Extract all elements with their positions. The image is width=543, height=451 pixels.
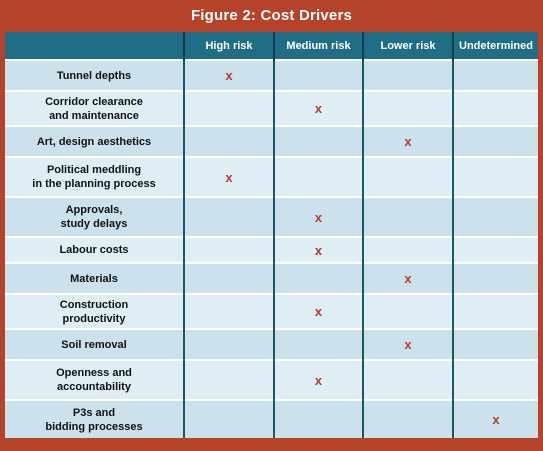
figure-title: Figure 2: Cost Drivers [190, 7, 353, 24]
risk-cell: x [183, 59, 274, 91]
row-label-cell: P3s and bidding processes [5, 399, 184, 438]
risk-cell [183, 359, 274, 400]
risk-mark: x [314, 304, 323, 319]
risk-mark: x [225, 169, 233, 185]
row-label-cell: Political meddling in the planning proce… [5, 156, 184, 197]
risk-cell [183, 125, 274, 157]
cost-driver-label: Corridor clearance and maintenance [45, 95, 143, 122]
risk-cell [362, 399, 453, 438]
table-row: Art, design aesthetics x [5, 125, 538, 157]
risk-cell [452, 156, 538, 197]
risk-cell [183, 399, 274, 438]
risk-cell [183, 262, 274, 294]
risk-mark: x [314, 101, 323, 116]
risk-cell [452, 293, 538, 329]
risk-cell [452, 236, 538, 263]
risk-mark: x [492, 412, 500, 427]
row-label-cell: Openness and accountability [5, 359, 184, 400]
cost-driver-label: Approvals, study delays [60, 204, 128, 230]
cost-driver-label: Tunnel depths [56, 69, 132, 82]
table-body: Tunnel depths x Corridor clearance and mai… [5, 59, 538, 438]
risk-cell [452, 196, 538, 237]
risk-cell: x [362, 328, 453, 360]
risk-cell [183, 196, 274, 237]
risk-cell: x [362, 262, 453, 294]
risk-cell [273, 262, 363, 294]
risk-cell: x [273, 196, 363, 237]
risk-cell [362, 59, 453, 91]
column-header-undetermined: Undetermined [452, 32, 538, 60]
table-row: Political meddling in the planning proce… [5, 156, 538, 197]
risk-cell [362, 196, 453, 237]
risk-mark: x [314, 372, 323, 388]
risk-cell: x [273, 359, 363, 400]
table-row: Corridor clearance and maintenance x [5, 90, 538, 126]
risk-cell: x [273, 90, 363, 126]
table-row: Materials x [5, 262, 538, 294]
risk-cell [452, 359, 538, 400]
cost-driver-label: Art, design aesthetics [36, 135, 152, 148]
risk-cell [183, 236, 274, 263]
risk-cell [362, 359, 453, 400]
risk-mark: x [404, 271, 412, 286]
risk-cell: x [452, 399, 538, 438]
risk-mark: x [314, 209, 323, 225]
table-row: P3s and bidding processes x [5, 399, 538, 438]
risk-cell [452, 262, 538, 294]
risk-cell [452, 125, 538, 157]
row-label-cell: Tunnel depths [5, 59, 184, 91]
table-row: Openness and accountability x [5, 359, 538, 400]
table-row: Tunnel depths x [5, 59, 538, 91]
cost-driver-label: Openness and accountability [56, 367, 132, 393]
risk-cell: x [273, 293, 363, 329]
risk-cell [273, 399, 363, 438]
cost-driver-label: Labour costs [59, 244, 129, 256]
row-label-cell: Art, design aesthetics [5, 125, 184, 157]
table-row: Soil removal x [5, 328, 538, 360]
row-label-cell: Construction productivity [5, 293, 184, 329]
risk-cell [452, 328, 538, 360]
row-label-cell: Approvals, study delays [5, 196, 184, 237]
risk-mark: x [225, 68, 233, 83]
column-header-high-risk: High risk [183, 32, 274, 60]
risk-cell: x [362, 125, 453, 157]
risk-cell [362, 156, 453, 197]
cost-driver-label: P3s and bidding processes [45, 406, 143, 433]
cost-driver-label: Construction productivity [59, 298, 129, 325]
risk-cell [273, 156, 363, 197]
row-label-cell: Labour costs [5, 236, 184, 263]
cost-driver-label: Soil removal [61, 338, 127, 351]
risk-cell [273, 328, 363, 360]
row-label-cell: Corridor clearance and maintenance [5, 90, 184, 126]
risk-cell [452, 59, 538, 91]
column-header-medium-risk: Medium risk [273, 32, 363, 60]
risk-cell [452, 90, 538, 126]
risk-cell [273, 125, 363, 157]
risk-mark: x [314, 242, 323, 258]
column-header-lower-risk: Lower risk [362, 32, 453, 60]
risk-cell: x [183, 156, 274, 197]
header-row: High risk Medium risk Lower risk Undeter… [5, 32, 538, 60]
risk-cell [362, 293, 453, 329]
risk-cell: x [273, 236, 363, 263]
cost-drivers-table: High risk Medium risk Lower risk Undeter… [5, 32, 538, 438]
table-header: High risk Medium risk Lower risk Undeter… [5, 32, 538, 60]
risk-cell [362, 236, 453, 263]
table-row: Labour costs x [5, 236, 538, 263]
header-blank-cell [5, 32, 184, 60]
row-label-cell: Soil removal [5, 328, 184, 360]
risk-cell [362, 90, 453, 126]
table-row: Construction productivity x [5, 293, 538, 329]
risk-cell [183, 90, 274, 126]
table-row: Approvals, study delays x [5, 196, 538, 237]
cost-driver-label: Political meddling in the planning proce… [32, 164, 156, 190]
risk-cell [183, 293, 274, 329]
cost-driver-label: Materials [70, 272, 118, 285]
risk-mark: x [404, 337, 412, 352]
row-label-cell: Materials [5, 262, 184, 294]
risk-cell [273, 59, 363, 91]
risk-cell [183, 328, 274, 360]
risk-mark: x [404, 134, 412, 149]
